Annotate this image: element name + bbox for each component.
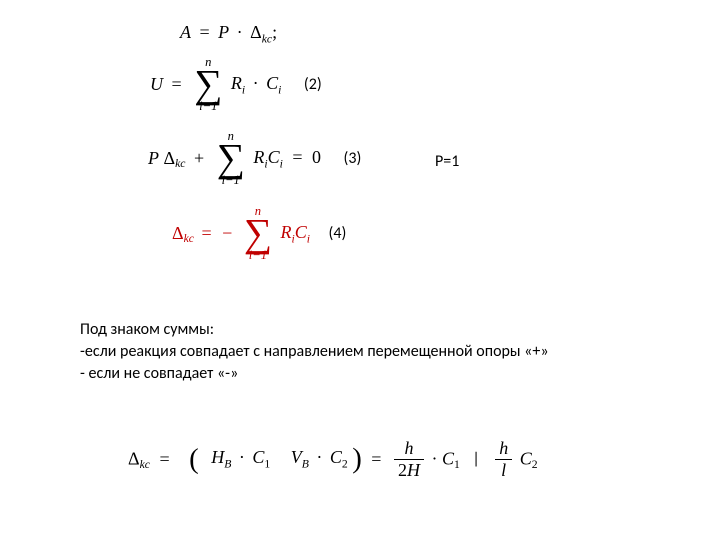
- frac-num-h: h: [394, 438, 424, 460]
- equation-5: Δkc = ( HB · C1 VB · C2 ) = h 2H · C1 | …: [128, 438, 538, 480]
- eq-number-4: (4): [329, 224, 347, 243]
- sigma-symbol: ∑: [244, 218, 272, 250]
- dot: ·: [237, 22, 243, 42]
- sub-kc: kc: [262, 33, 272, 46]
- var-C1b: C: [442, 449, 454, 469]
- var-V: V: [291, 447, 302, 467]
- var-Delta: Δ: [250, 22, 262, 42]
- var-C2: C: [330, 447, 342, 467]
- text-line-2: -если реакция совпадает с направлением п…: [80, 342, 549, 361]
- sigma-symbol: ∑: [217, 143, 245, 175]
- var-C2b: C: [520, 449, 532, 469]
- eq-sign: =: [200, 22, 210, 42]
- equation-3: P Δkc + n ∑ i−1 RiCi = 0 (3): [148, 130, 361, 187]
- var-Delta: Δ: [172, 223, 184, 243]
- eq-sign: =: [159, 449, 169, 469]
- text-line-3: - если не совпадает «-»: [80, 364, 238, 383]
- equation-2: U = n ∑ i−1 Ri · Ci (2): [150, 56, 322, 113]
- dot: ·: [239, 447, 245, 467]
- sub-i2: i: [278, 83, 281, 96]
- minus: −: [222, 223, 232, 243]
- side-note-p1: P=1: [435, 152, 459, 171]
- var-Delta: Δ: [164, 148, 176, 168]
- eq-sign: =: [292, 147, 302, 167]
- eq-sign: =: [172, 74, 182, 94]
- var-Delta: Δ: [128, 449, 140, 469]
- plus: +: [194, 148, 204, 168]
- var-P: P: [148, 148, 159, 168]
- fraction-1: h 2H: [394, 438, 424, 480]
- eq-number-2: (2): [304, 75, 322, 94]
- sigma-icon: n ∑ i−1: [217, 130, 245, 187]
- var-H: H: [211, 447, 224, 467]
- sub-1b: 1: [454, 458, 460, 471]
- sigma-icon: n ∑ i−1: [244, 205, 272, 262]
- fraction-2: h l: [495, 438, 512, 480]
- equation-4: Δkc = − n ∑ i−1 RiCi (4): [172, 205, 346, 262]
- text-line-1: Под знаком суммы:: [80, 320, 214, 339]
- var-A: A: [180, 22, 191, 42]
- equation-1: A = P · Δkc;: [180, 22, 277, 46]
- eq-number-3: (3): [344, 149, 362, 168]
- sub-1: 1: [264, 458, 270, 471]
- var-R: R: [280, 222, 291, 242]
- sub-B2: B: [302, 458, 309, 471]
- frac-num-h2: h: [495, 438, 512, 460]
- dot: ·: [253, 73, 259, 93]
- var-U: U: [150, 74, 163, 94]
- sub-2b: 2: [532, 458, 538, 471]
- var-C: C: [266, 73, 278, 93]
- lparen: (: [189, 443, 199, 475]
- dot: ·: [316, 447, 322, 467]
- sub-2: 2: [342, 458, 348, 471]
- var-C1: C: [252, 447, 264, 467]
- eq-sign-2: =: [371, 449, 381, 469]
- var-C: C: [295, 222, 307, 242]
- sigma-icon: n ∑ i−1: [194, 56, 222, 113]
- var-P: P: [218, 22, 229, 42]
- semi: ;: [272, 22, 277, 42]
- sub-B: B: [224, 458, 231, 471]
- var-R: R: [253, 147, 264, 167]
- sub-kc: kc: [184, 232, 194, 245]
- rparen: ): [352, 443, 362, 475]
- sub-i2: i: [280, 157, 283, 170]
- sub-kc: kc: [140, 458, 150, 471]
- frac-den-l: l: [495, 460, 512, 481]
- eq-sign: =: [201, 223, 211, 243]
- zero: 0: [312, 147, 321, 167]
- sub-i: i: [242, 83, 245, 96]
- frac-den-2H: 2H: [394, 460, 424, 481]
- var-C: C: [268, 147, 280, 167]
- sub-kc: kc: [175, 157, 185, 170]
- sub-i2: i: [307, 232, 310, 245]
- var-R: R: [231, 73, 242, 93]
- dot: ·: [431, 449, 437, 469]
- bar-sep: |: [472, 450, 479, 469]
- sigma-symbol: ∑: [194, 69, 222, 101]
